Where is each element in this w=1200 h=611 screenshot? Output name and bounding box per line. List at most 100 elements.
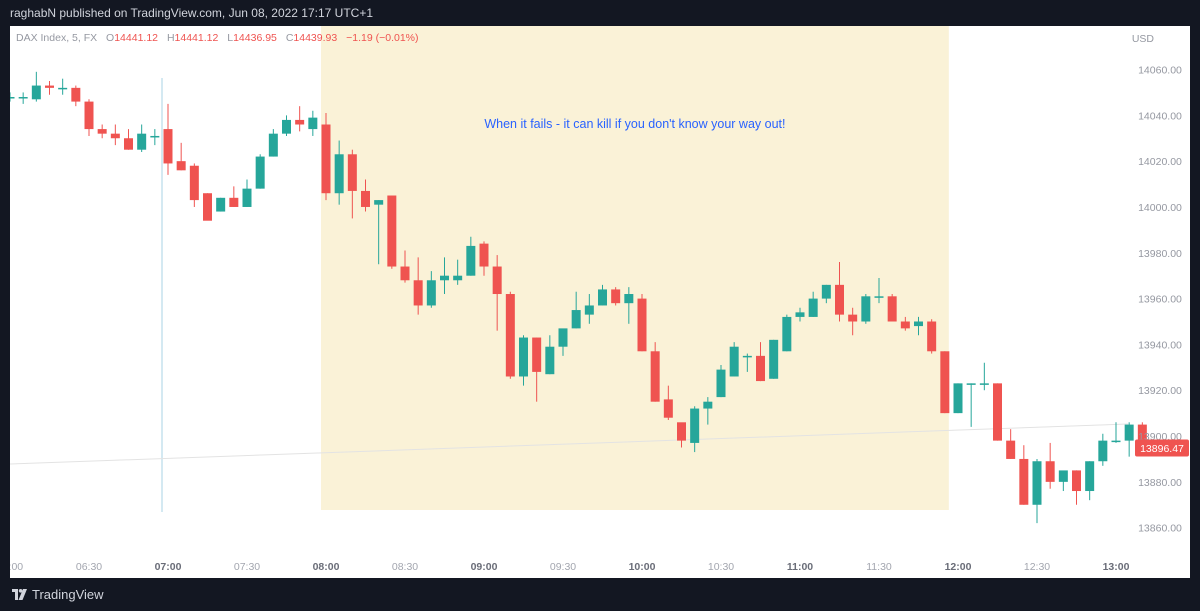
- candle-12:45[interactable]: [1072, 470, 1081, 505]
- candle-08:15[interactable]: [361, 179, 370, 212]
- candle-10:10[interactable]: [663, 385, 673, 421]
- candle-07:55[interactable]: [308, 110, 318, 136]
- candle-09:40[interactable]: [584, 294, 594, 324]
- candle-07:25[interactable]: [229, 186, 239, 207]
- candle-11:35[interactable]: [887, 294, 897, 322]
- candle-09:45[interactable]: [598, 284, 607, 306]
- candle-12:20[interactable]: [1006, 429, 1016, 459]
- candle-11:10[interactable]: [821, 284, 831, 304]
- candle-06:35[interactable]: [97, 124, 107, 139]
- trend-line[interactable]: [10, 423, 1129, 465]
- candle-10:45[interactable]: [756, 342, 765, 382]
- candle-09:00[interactable]: [479, 241, 489, 276]
- candle-10:00[interactable]: [637, 294, 647, 352]
- candle-12:15[interactable]: [993, 383, 1002, 441]
- candle-body: [1006, 440, 1016, 459]
- candle-07:35[interactable]: [255, 154, 265, 189]
- candle-12:35[interactable]: [1045, 442, 1055, 489]
- candle-07:45[interactable]: [282, 115, 291, 136]
- candle-07:05[interactable]: [176, 142, 186, 171]
- candle-11:15[interactable]: [835, 261, 844, 322]
- candle-body: [729, 346, 739, 377]
- candle-06:05[interactable]: [18, 92, 28, 104]
- candle-09:25[interactable]: [545, 335, 555, 375]
- candle-09:20[interactable]: [532, 337, 542, 402]
- chart-panel[interactable]: When it fails - it can kill if you don't…: [10, 26, 1190, 578]
- annotation-text[interactable]: When it fails - it can kill if you don't…: [484, 117, 785, 131]
- candle-06:00[interactable]: [10, 92, 15, 102]
- candle-07:50[interactable]: [295, 106, 305, 132]
- candle-09:35[interactable]: [571, 291, 581, 329]
- candle-12:00[interactable]: [953, 383, 963, 414]
- candle-08:25[interactable]: [387, 195, 397, 269]
- candle-10:35[interactable]: [729, 342, 739, 377]
- candle-10:55[interactable]: [782, 314, 792, 352]
- candle-08:30[interactable]: [400, 250, 410, 283]
- candlestick-chart[interactable]: When it fails - it can kill if you don't…: [10, 26, 1190, 578]
- price-tag-box[interactable]: [1135, 439, 1189, 457]
- candle-06:20[interactable]: [58, 78, 68, 95]
- candle-12:40[interactable]: [1058, 470, 1068, 492]
- candle-06:15[interactable]: [45, 80, 54, 95]
- candle-06:50[interactable]: [137, 124, 147, 152]
- candle-06:45[interactable]: [124, 129, 133, 150]
- candle-body: [703, 401, 713, 409]
- candle-07:00[interactable]: [163, 103, 173, 175]
- candle-09:50[interactable]: [611, 287, 621, 306]
- candle-08:20[interactable]: [374, 200, 384, 265]
- candle-08:00[interactable]: [321, 113, 331, 201]
- candle-12:10[interactable]: [979, 362, 989, 391]
- candle-body: [532, 337, 542, 372]
- candle-11:00[interactable]: [795, 307, 805, 322]
- candle-body: [558, 328, 568, 347]
- candle-08:45[interactable]: [440, 257, 449, 295]
- candle-08:05[interactable]: [334, 140, 344, 205]
- candle-11:55[interactable]: [940, 351, 950, 414]
- candle-08:10[interactable]: [347, 149, 357, 219]
- candle-11:50[interactable]: [927, 319, 937, 354]
- candle-11:25[interactable]: [861, 294, 871, 324]
- candle-08:35[interactable]: [413, 257, 423, 315]
- candle-09:55[interactable]: [624, 287, 634, 324]
- candle-07:40[interactable]: [268, 129, 278, 157]
- candle-06:25[interactable]: [71, 85, 81, 107]
- candle-body: [492, 266, 502, 295]
- candle-09:30[interactable]: [558, 328, 568, 356]
- candle-12:05[interactable]: [966, 383, 976, 427]
- candle-10:30[interactable]: [716, 365, 726, 398]
- candle-08:50[interactable]: [453, 259, 463, 285]
- candle-07:30[interactable]: [242, 179, 252, 207]
- candle-12:50[interactable]: [1085, 461, 1095, 501]
- candle-12:25[interactable]: [1019, 445, 1029, 505]
- candle-11:05[interactable]: [808, 291, 818, 317]
- candle-06:55[interactable]: [150, 129, 160, 146]
- candle-09:05[interactable]: [492, 255, 502, 331]
- candle-10:20[interactable]: [690, 406, 700, 453]
- candle-10:40[interactable]: [742, 353, 752, 372]
- candle-12:55[interactable]: [1098, 433, 1108, 466]
- candle-09:15[interactable]: [519, 335, 528, 386]
- candle-07:15[interactable]: [203, 193, 212, 221]
- candle-06:40[interactable]: [110, 124, 120, 146]
- currency-label[interactable]: USD: [1131, 33, 1154, 45]
- candle-10:05[interactable]: [650, 342, 660, 402]
- candle-12:30[interactable]: [1032, 458, 1042, 524]
- candle-10:15[interactable]: [677, 422, 686, 448]
- tradingview-brand[interactable]: TradingView: [32, 587, 104, 602]
- candle-10:25[interactable]: [703, 397, 713, 425]
- candle-11:30[interactable]: [874, 277, 884, 304]
- candle-11:20[interactable]: [848, 307, 858, 336]
- candle-09:10[interactable]: [505, 291, 515, 379]
- candle-08:40[interactable]: [426, 271, 436, 308]
- candle-body: [650, 351, 660, 402]
- candle-06:10[interactable]: [31, 71, 41, 102]
- candle-10:50[interactable]: [769, 339, 779, 379]
- candle-13:00[interactable]: [1111, 422, 1121, 443]
- candle-06:30[interactable]: [84, 99, 94, 136]
- candle-11:40[interactable]: [900, 316, 910, 331]
- candle-08:55[interactable]: [466, 236, 476, 276]
- candle-07:20[interactable]: [216, 197, 226, 212]
- candle-13:05[interactable]: [1124, 422, 1134, 457]
- candle-07:10[interactable]: [189, 163, 199, 207]
- candle-11:45[interactable]: [914, 316, 923, 336]
